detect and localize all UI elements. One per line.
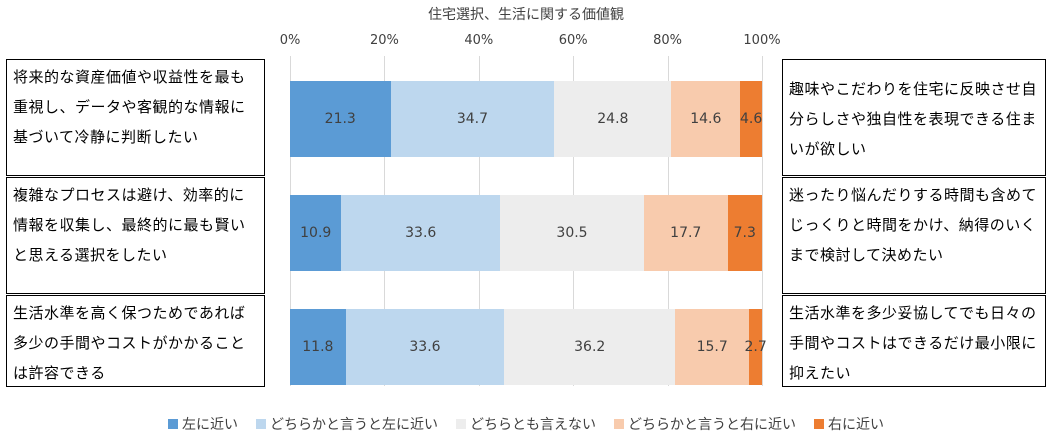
x-tick-label: 40% <box>464 33 494 48</box>
data-label: 2.7 <box>744 339 767 355</box>
legend-item: 左に近い <box>168 414 238 434</box>
data-label: 10.9 <box>300 225 332 241</box>
legend-label: どちらとも言えない <box>470 417 596 433</box>
data-label: 7.3 <box>733 225 756 241</box>
legend-label: どちらかと言うと右に近い <box>628 417 796 433</box>
legend-item: 右に近い <box>814 414 884 434</box>
bar-segment: 15.7 <box>675 309 750 385</box>
x-tick-label: 100% <box>743 33 781 48</box>
row-3-right-statement: 生活水準を多少妥協してでも日々の手間やコストはできるだけ最小限に抑えたい <box>782 295 1046 387</box>
bar-segment: 21.3 <box>290 81 391 157</box>
bar-segment: 30.5 <box>500 195 644 271</box>
legend-swatch <box>814 419 824 429</box>
data-label: 34.7 <box>456 111 488 127</box>
data-label: 14.6 <box>690 111 722 127</box>
x-tick-label: 20% <box>369 33 399 48</box>
legend-swatch <box>168 419 178 429</box>
bar-segment: 10.9 <box>290 195 342 271</box>
legend-swatch <box>614 419 624 429</box>
bar-segment: 33.6 <box>345 309 505 385</box>
row-2-left-statement: 複雑なプロセスは避け、効率的に情報を収集し、最終的に最も賢いと思える選択をしたい <box>6 177 265 294</box>
x-tick-label: 80% <box>653 33 683 48</box>
bar-segment: 17.7 <box>644 195 728 271</box>
legend-item: どちらかと言うと右に近い <box>614 414 796 434</box>
data-label: 30.5 <box>556 225 588 241</box>
legend: 左に近い どちらかと言うと左に近い どちらとも言えない どちらかと言うと右に近い 右に近… <box>0 414 1052 434</box>
bar-segment: 2.7 <box>744 309 767 385</box>
legend-label: 右に近い <box>828 417 884 433</box>
row-3-left-statement: 生活水準を高く保つためであれば多少の手間やコストがかかることは許容できる <box>6 295 265 387</box>
row-1-right-statement: 趣味やこだわりを住宅に反映させ自分らしさや独自性を表現できる住まいが欲しい <box>782 59 1046 176</box>
gridline <box>762 56 763 386</box>
bar-segment: 11.8 <box>290 309 346 385</box>
row-2-right-statement: 迷ったり悩んだりする時間も含めてじっくりと時間をかけ、納得のいくまで検討して決め… <box>782 177 1046 294</box>
data-label: 15.7 <box>696 339 728 355</box>
x-tick-label: 0% <box>279 33 301 48</box>
x-tick-label: 60% <box>558 33 588 48</box>
legend-label: 左に近い <box>182 417 238 433</box>
legend-label: どちらかと言うと左に近い <box>270 417 438 433</box>
bar-segment: 24.8 <box>554 81 672 157</box>
data-label: 33.6 <box>405 225 437 241</box>
bar-segment: 36.2 <box>504 309 676 385</box>
data-label: 11.8 <box>302 339 334 355</box>
legend-item: どちらかと言うと左に近い <box>256 414 438 434</box>
data-label: 36.2 <box>574 339 606 355</box>
legend-swatch <box>456 419 466 429</box>
bar-segment: 34.7 <box>390 81 555 157</box>
data-label: 21.3 <box>324 111 356 127</box>
legend-swatch <box>256 419 266 429</box>
bar-segment: 4.6 <box>740 81 762 157</box>
bar-segment: 14.6 <box>671 81 741 157</box>
data-label: 4.6 <box>740 111 763 127</box>
bar-segment: 33.6 <box>341 195 501 271</box>
chart-title: 住宅選択、生活に関する価値観 <box>428 7 624 23</box>
data-label: 33.6 <box>409 339 441 355</box>
legend-item: どちらとも言えない <box>456 414 596 434</box>
row-1-left-statement: 将来的な資産価値や収益性を最も重視し、データや客観的な情報に基づいて冷静に判断し… <box>6 59 265 176</box>
bar-segment: 7.3 <box>727 195 762 271</box>
data-label: 24.8 <box>597 111 629 127</box>
data-label: 17.7 <box>670 225 702 241</box>
